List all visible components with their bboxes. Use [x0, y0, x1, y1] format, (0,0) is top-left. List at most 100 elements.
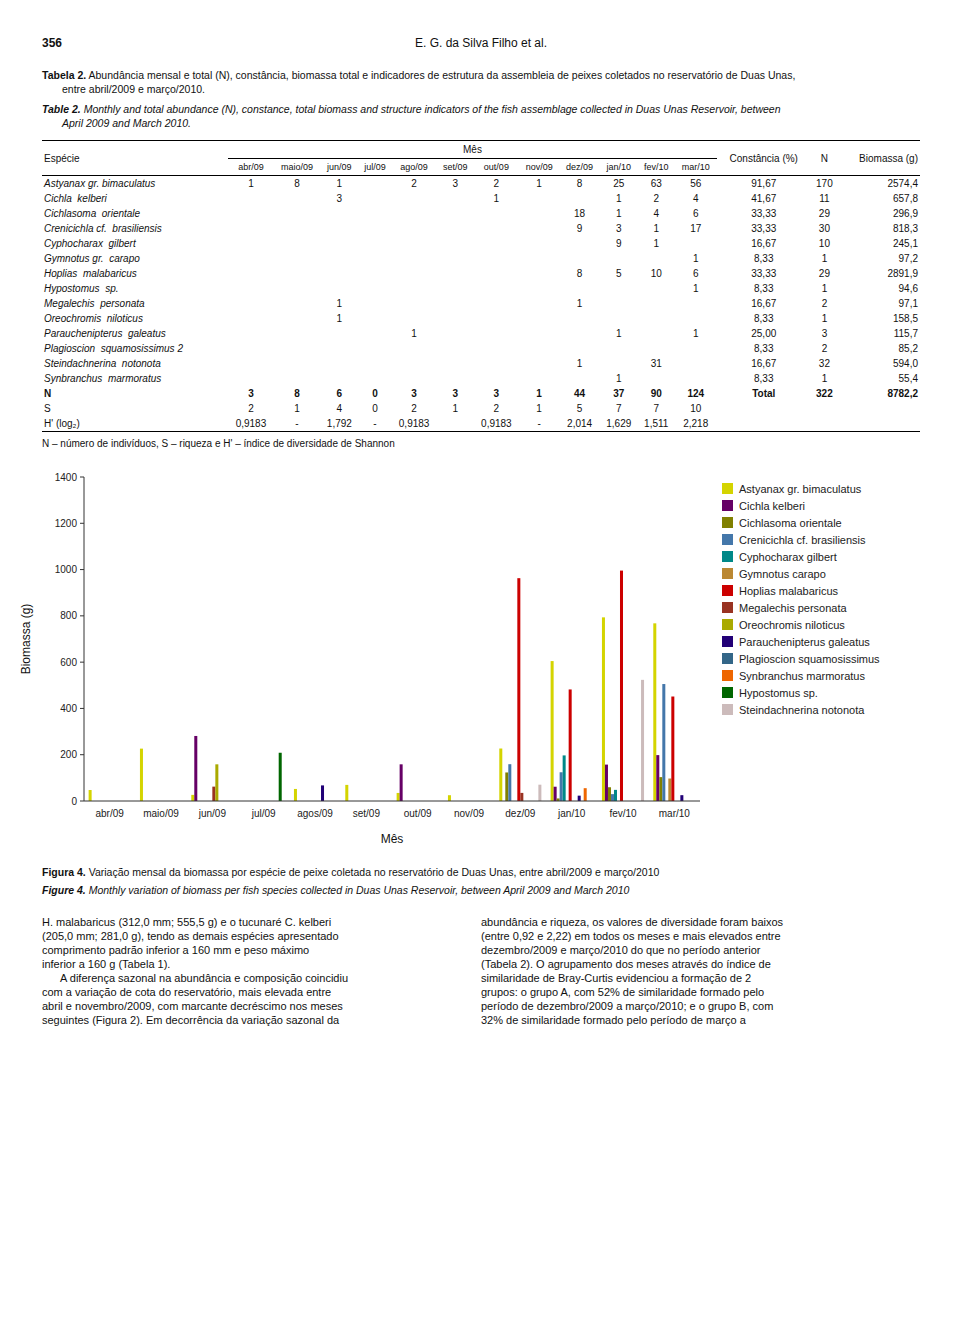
text-line: (entre 0,92 e 2,22) em todos os meses e … [481, 929, 920, 943]
table-cell [638, 296, 675, 311]
bar [641, 680, 644, 801]
table-cell: 37 [600, 386, 638, 401]
table-cell: 16,67 [717, 296, 811, 311]
table-cell [519, 221, 559, 236]
table-cell [519, 341, 559, 356]
table-cell: - [358, 416, 391, 432]
table-cell: 115,7 [838, 326, 920, 341]
table-cell: 90 [638, 386, 675, 401]
table-cell: 1 [638, 236, 675, 251]
bar [140, 749, 143, 801]
legend-label: Parauchenipterus galeatus [739, 636, 870, 648]
table-cell [392, 341, 437, 356]
bar [671, 697, 674, 801]
table-cell: 3 [474, 386, 519, 401]
table-cell [519, 326, 559, 341]
table-cell: 25,00 [717, 326, 811, 341]
table-cell: 0,9183 [392, 416, 437, 432]
caption-text: Abundância mensal e total (N), constânci… [89, 69, 796, 81]
table-cell: 1 [600, 326, 638, 341]
table-cell [600, 341, 638, 356]
table-cell [519, 251, 559, 266]
text-line: seguintes (Figura 2). Em decorrência da … [42, 1013, 481, 1027]
table-cell: 0,9183 [474, 416, 519, 432]
legend-label: Gymnotus carapo [739, 568, 826, 580]
legend-label: Steindachnerina notonota [739, 704, 865, 716]
bar [680, 795, 683, 801]
table-cell: 29 [811, 206, 838, 221]
table-cell [474, 371, 519, 386]
table-cell [519, 236, 559, 251]
legend-swatch [722, 551, 733, 562]
table-row: Crenicichla cf. brasiliensis9311733,3330… [42, 221, 920, 236]
x-tick-label: mar/10 [659, 808, 691, 819]
legend-label: Megalechis personata [739, 602, 848, 614]
table-cell [273, 206, 320, 221]
table-cell [320, 251, 358, 266]
series [321, 785, 683, 801]
month-header: set/09 [437, 159, 474, 176]
x-axis [84, 801, 700, 802]
table-cell [392, 236, 437, 251]
table-cell: 158,5 [838, 311, 920, 326]
legend-label: Hypostomus sp. [739, 687, 818, 699]
legend-label: Oreochromis niloticus [739, 619, 845, 631]
legend-swatch [722, 619, 733, 630]
caption-text: entre abril/2009 e março/2010. [62, 83, 205, 95]
legend-swatch [722, 687, 733, 698]
table-cell [228, 296, 273, 311]
x-tick-label: maio/09 [143, 808, 179, 819]
table-cell: 1 [559, 356, 599, 371]
table-cell: 1 [519, 401, 559, 416]
table-cell: 1,792 [320, 416, 358, 432]
table-cell: 4 [675, 191, 717, 206]
bar [551, 661, 554, 801]
bar [517, 578, 520, 801]
header-row: EspécieMêsConstância (%)NBiomassa (g) [42, 141, 920, 159]
column-header: N [811, 141, 838, 176]
table-cell: 5 [600, 266, 638, 281]
bar [212, 787, 215, 801]
caption-label: Figura 4. [42, 866, 86, 878]
table-cell [228, 236, 273, 251]
table-cell: 8 [273, 176, 320, 192]
table-cell [273, 281, 320, 296]
chart-container: 0200400600800100012001400abr/09maio/09ju… [0, 463, 920, 863]
text-line: H. malabaricus (312,0 mm; 555,5 g) e o t… [42, 915, 481, 929]
table-cell: 1,511 [638, 416, 675, 432]
bar [656, 755, 659, 801]
table-cell [392, 356, 437, 371]
table-cell [638, 341, 675, 356]
table-cell: 8,33 [717, 371, 811, 386]
table-cell [437, 206, 474, 221]
month-header: maio/09 [273, 159, 320, 176]
row-label: Hypostomus sp. [42, 281, 228, 296]
caption-text: April 2009 and March 2010. [62, 117, 191, 129]
table-cell [358, 221, 391, 236]
table-row: Plagioscion squamosissimus 28,33285,2 [42, 341, 920, 356]
table-cell: 10 [638, 266, 675, 281]
bar [279, 753, 282, 801]
text-line: grupos: o grupo A, com 52% de similarida… [481, 985, 920, 999]
month-header: nov/09 [519, 159, 559, 176]
y-tick [80, 754, 84, 755]
bar [578, 796, 581, 801]
table-cell: 1 [392, 326, 437, 341]
x-tick-label: nov/09 [454, 808, 484, 819]
row-label: S [42, 401, 228, 416]
table-cell [358, 371, 391, 386]
table-cell [358, 236, 391, 251]
table-cell [675, 311, 717, 326]
table-cell [437, 296, 474, 311]
x-tick-label: dez/09 [505, 808, 535, 819]
table-cell: 4 [320, 401, 358, 416]
table-cell [675, 356, 717, 371]
month-header: dez/09 [559, 159, 599, 176]
table-row: Parauchenipterus galeatus11125,003115,7 [42, 326, 920, 341]
table-cell: 2 [811, 296, 838, 311]
table-cell [392, 251, 437, 266]
bar [499, 749, 502, 801]
table-body: Astyanax gr. bimaculatus1812321825635691… [42, 176, 920, 432]
table-row: H' (log₂)0,9183-1,792-0,91830,9183-2,014… [42, 416, 920, 432]
table-row: Megalechis personata1116,67297,1 [42, 296, 920, 311]
